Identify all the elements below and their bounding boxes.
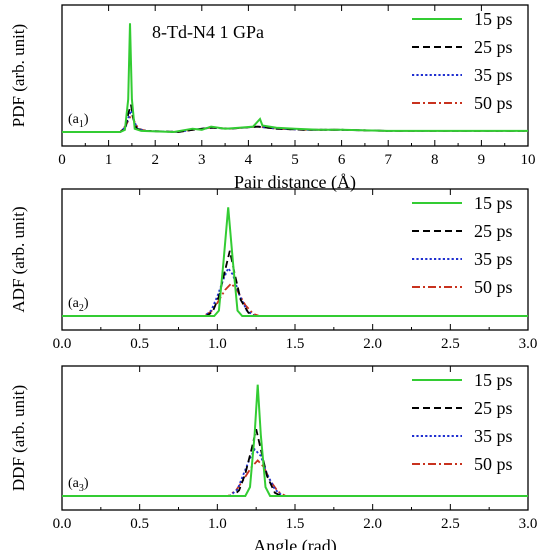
x-tick-label: 4 [245, 152, 253, 168]
panel-annotation: 8-Td-N4 1 GPa [152, 22, 264, 42]
legend-label: 35 ps [474, 65, 513, 85]
x-tick-label: 0.5 [130, 336, 149, 352]
x-tick-label: 1.5 [286, 336, 305, 352]
series-line-25-ps [62, 428, 528, 497]
x-tick-label: 5 [291, 152, 299, 168]
legend-label: 50 ps [474, 277, 513, 297]
series-line-35-ps [62, 447, 528, 497]
series-line-15-ps [62, 384, 528, 497]
panel-1: 0 1 2 3 4 5 6 7 8 9 10 PDF (arb. unit) Pair distance… [9, 4, 536, 193]
legend-label: 25 ps [474, 37, 513, 57]
series-group [62, 23, 528, 134]
legend-label: 15 ps [474, 370, 513, 390]
legend-label: 15 ps [474, 9, 513, 29]
series-group [62, 384, 528, 497]
y-axis-label: DDF (arb. unit) [9, 385, 28, 491]
x-tick-label: 2.5 [441, 336, 460, 352]
legend: 15 ps 25 ps 35 ps 50 ps [412, 370, 513, 474]
series-group [62, 207, 528, 317]
panel-label: (a1) [68, 112, 89, 130]
series-line-15-ps [62, 207, 528, 317]
series-line-15-ps [62, 23, 528, 134]
panel-2: 0.0 0.5 1.0 1.5 2.0 2.5 3.0 ADF (arb. unit) (a2)… [9, 188, 538, 352]
x-tick-label: 0.5 [130, 516, 149, 532]
x-tick-label: 3 [198, 152, 206, 168]
x-tick-label: 3.0 [519, 516, 538, 532]
x-tick-label: 0.0 [53, 516, 72, 532]
x-tick-label: 9 [478, 152, 486, 168]
x-tick-label: 1.0 [208, 516, 227, 532]
legend: 15 ps 25 ps 35 ps 50 ps [412, 9, 513, 113]
x-tick-label: 1.5 [286, 516, 305, 532]
series-line-35-ps [62, 266, 528, 317]
legend-label: 25 ps [474, 221, 513, 241]
x-tick-label: 2.0 [363, 336, 382, 352]
x-tick-label: 2.5 [441, 516, 460, 532]
x-tick-label: 1.0 [208, 336, 227, 352]
x-tick-label: 3.0 [519, 336, 538, 352]
x-tick-label: 0.0 [53, 336, 72, 352]
legend: 15 ps 25 ps 35 ps 50 ps [412, 193, 513, 297]
plot-frame [61, 365, 529, 511]
x-tick-label: 1 [105, 152, 113, 168]
legend-label: 50 ps [474, 93, 513, 113]
legend-label: 25 ps [474, 398, 513, 418]
series-line-50-ps [62, 459, 528, 497]
x-tick-label: 7 [384, 152, 392, 168]
x-tick-label: 0 [58, 152, 66, 168]
series-line-50-ps [62, 282, 528, 317]
legend-label: 35 ps [474, 249, 513, 269]
x-axis-label: Pair distance (Å) [234, 172, 356, 193]
x-tick-label: 6 [338, 152, 346, 168]
panel-label: (a2) [68, 296, 89, 314]
x-tick-label: 8 [431, 152, 439, 168]
x-tick-label: 2 [151, 152, 159, 168]
x-tick-label: 10 [521, 152, 536, 168]
x-axis-label: Angle (rad) [253, 536, 336, 550]
legend-label: 50 ps [474, 454, 513, 474]
legend-label: 35 ps [474, 426, 513, 446]
x-tick-label: 2.0 [363, 516, 382, 532]
panel-label: (a3) [68, 476, 89, 494]
series-line-25-ps [62, 250, 528, 317]
y-axis-label: ADF (arb. unit) [9, 206, 28, 312]
y-axis-label: PDF (arb. unit) [9, 24, 28, 127]
legend-label: 15 ps [474, 193, 513, 213]
panel-3: 0.0 0.5 1.0 1.5 2.0 2.5 3.0 DDF (arb. unit) Angl… [9, 365, 538, 550]
